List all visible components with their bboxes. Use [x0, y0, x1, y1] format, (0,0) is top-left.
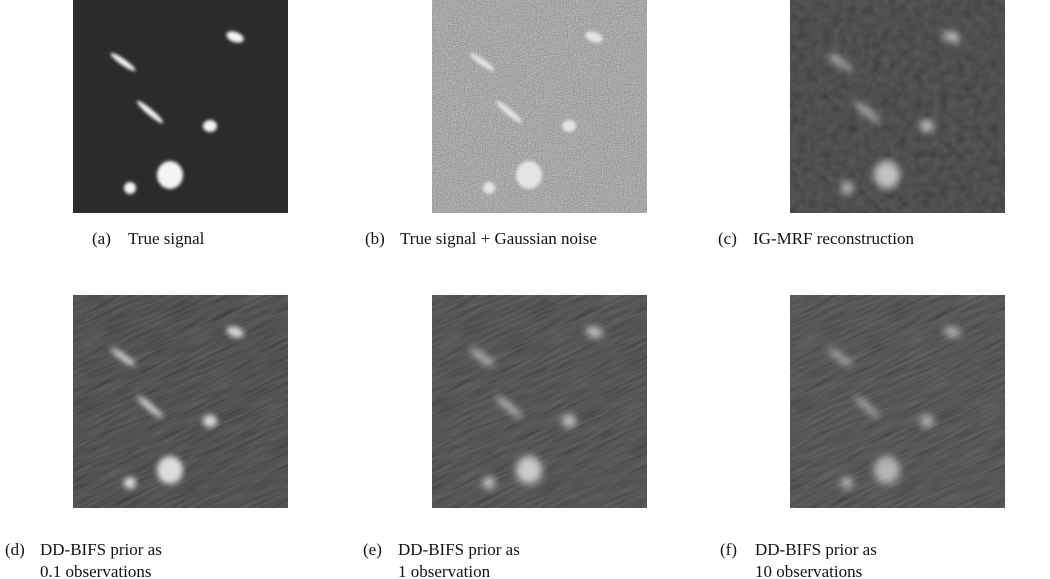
panel-image	[392, 0, 687, 253]
source	[874, 456, 900, 484]
source	[562, 120, 576, 132]
panel-caption: 10 observations	[755, 562, 862, 579]
panel-image	[0, 206, 376, 579]
image-noise	[0, 206, 376, 579]
image-noise	[344, 206, 735, 579]
panel-caption: 0.1 observations	[40, 562, 151, 579]
image-noise	[392, 0, 687, 253]
source	[516, 161, 542, 189]
figure: (a) True signal (b) True signal + Gaussian …	[0, 0, 1050, 579]
panel-caption: IG-MRF reconstruction	[753, 229, 915, 248]
source	[203, 415, 217, 427]
image-noise	[702, 206, 1050, 579]
source	[874, 161, 900, 189]
panel-image	[750, 0, 1045, 253]
source	[920, 415, 934, 427]
panel-label: (a)	[92, 229, 111, 248]
source	[841, 182, 853, 194]
panel-caption: DD-BIFS prior as	[398, 540, 520, 559]
panel-caption: DD-BIFS prior as	[40, 540, 162, 559]
panel-caption: True signal	[128, 229, 205, 248]
panel-image	[73, 0, 288, 213]
panel-caption: True signal + Gaussian noise	[400, 229, 597, 248]
panel-caption: DD-BIFS prior as	[755, 540, 877, 559]
source	[124, 477, 136, 489]
source	[562, 415, 576, 427]
source	[483, 182, 495, 194]
panel-caption: 1 observation	[398, 562, 491, 579]
source	[124, 182, 136, 194]
panel-label: (e)	[363, 540, 382, 559]
panel-label: (c)	[718, 229, 737, 248]
source	[483, 477, 495, 489]
panel-image	[344, 206, 735, 579]
source	[920, 120, 934, 132]
source	[516, 456, 542, 484]
panel-image	[702, 206, 1050, 579]
source	[157, 456, 183, 484]
panel-label: (d)	[5, 540, 25, 559]
image-noise	[750, 0, 1045, 253]
source	[841, 477, 853, 489]
source	[203, 120, 217, 132]
panel-label: (b)	[365, 229, 385, 248]
source	[157, 161, 183, 189]
panel-label: (f)	[720, 540, 737, 559]
